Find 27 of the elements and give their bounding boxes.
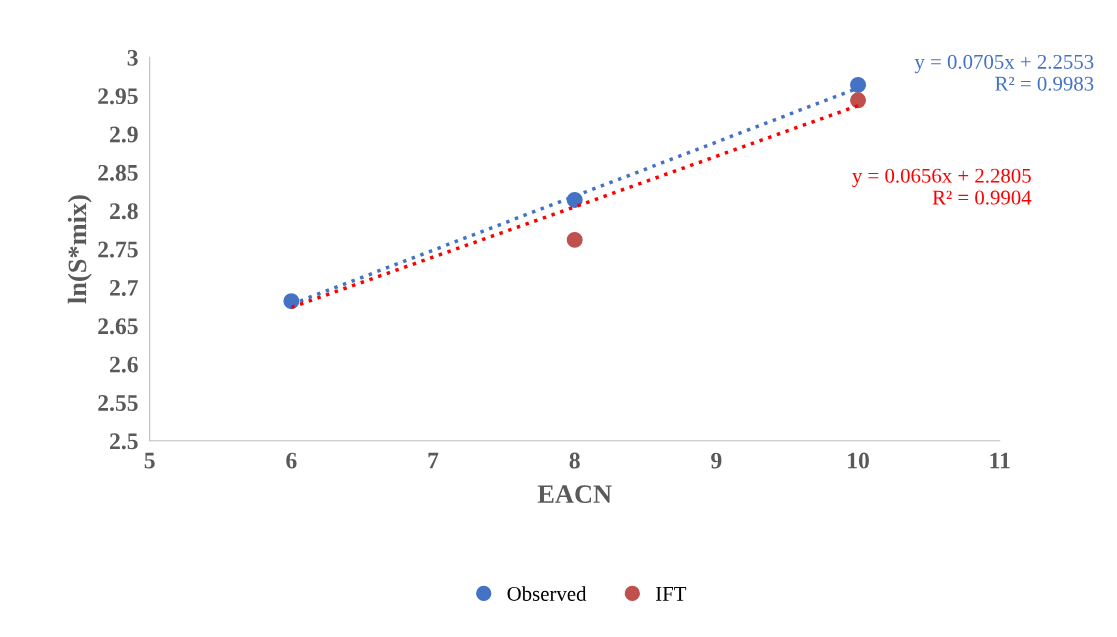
y-tick-label: 2.55 [98,395,138,411]
x-tick-label: 10 [848,452,869,469]
x-axis-title: EACN [537,485,612,504]
legend-label: Observed [507,586,587,601]
y-tick-label: 3 [127,49,138,66]
y-tick-label: 2.6 [110,356,138,373]
y-tick-label: 2.65 [98,318,138,335]
y-tick-label: 2.7 [110,279,138,296]
y-tick-label: 2.95 [98,88,138,105]
x-tick-label: 6 [286,452,297,469]
annotation: y = 0.0705x + 2.2553 R² = 0.9983 [914,54,1094,91]
point [850,76,867,93]
y-axis-title: ln(S*mix) [67,195,92,304]
x-tick-label: 11 [990,452,1010,469]
y-tick-label: 2.5 [110,433,138,450]
legend-label: IFT [655,587,687,601]
x-tick-label: 7 [428,452,439,469]
y-tick-label: 2.9 [110,126,138,143]
y-tick-label: 2.75 [98,241,138,258]
x-tick-label: 5 [144,452,155,469]
annotation: y = 0.0656x + 2.2805 R² = 0.9904 [852,168,1032,205]
x-tick-label: 9 [711,452,722,469]
point [850,92,867,109]
y-tick-label: 2.8 [110,203,138,220]
point [566,231,583,248]
x-tick-label: 8 [569,452,580,469]
y-tick-label: 2.85 [98,164,138,181]
